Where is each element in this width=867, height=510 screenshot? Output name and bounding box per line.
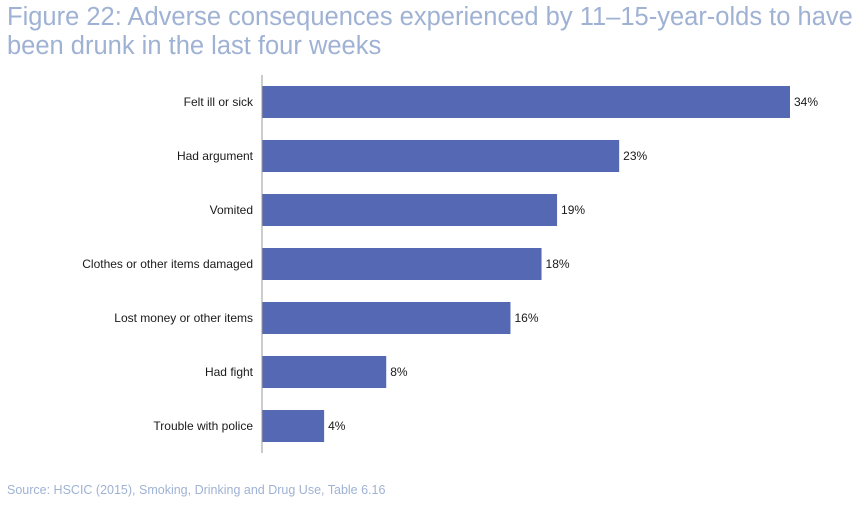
- category-label-had-argument: Had argument: [177, 149, 254, 163]
- value-label-had-fight: 8%: [390, 365, 408, 379]
- bar-trouble-with-police: [262, 410, 325, 442]
- bar-lost-money-or-other-items: [262, 302, 511, 334]
- category-label-trouble-with-police: Trouble with police: [153, 419, 253, 433]
- category-label-vomited: Vomited: [210, 203, 253, 217]
- bar-had-fight: [262, 356, 387, 388]
- bar-vomited: [262, 194, 558, 226]
- bar-felt-ill-or-sick: [262, 86, 790, 118]
- bar-chart: Felt ill or sick 34% Had argument 23% Vomite…: [82, 75, 818, 453]
- value-label-trouble-with-police: 4%: [328, 419, 346, 433]
- value-label-clothes-or-other-items-damaged: 18%: [546, 257, 570, 271]
- source-note: Source: HSCIC (2015), Smoking, Drinking …: [7, 483, 386, 497]
- value-label-lost-money-or-other-items: 16%: [514, 311, 538, 325]
- category-label-felt-ill-or-sick: Felt ill or sick: [184, 95, 254, 109]
- value-label-had-argument: 23%: [623, 149, 647, 163]
- category-label-clothes-or-other-items-damaged: Clothes or other items damaged: [82, 257, 253, 271]
- category-label-lost-money-or-other-items: Lost money or other items: [114, 311, 253, 325]
- value-label-felt-ill-or-sick: 34%: [794, 95, 818, 109]
- bar-had-argument: [262, 140, 620, 172]
- bar-clothes-or-other-items-damaged: [262, 248, 542, 280]
- category-label-had-fight: Had fight: [205, 365, 254, 379]
- chart-title: Figure 22: Adverse consequences experien…: [7, 3, 853, 60]
- bars-layer: Felt ill or sick 34% Had argument 23% Vomite…: [82, 86, 818, 442]
- value-label-vomited: 19%: [561, 203, 585, 217]
